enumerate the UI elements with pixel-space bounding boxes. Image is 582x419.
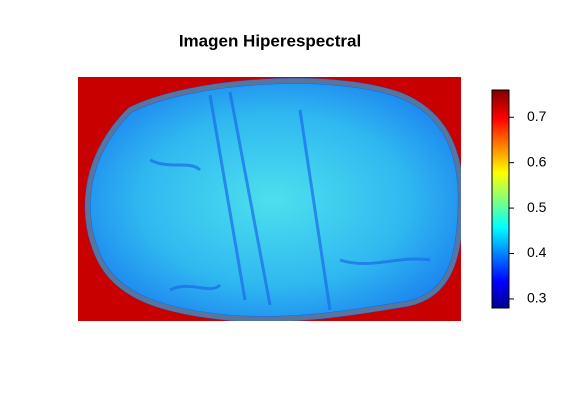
colorbar	[491, 89, 510, 309]
colorbar-tick-label: 0.7	[527, 108, 547, 124]
colorbar-tick-label: 0.5	[527, 199, 547, 215]
raster-image	[78, 77, 461, 321]
colorbar-tick-label: 0.3	[527, 290, 547, 306]
colorbar-tick-label: 0.6	[527, 153, 547, 169]
chart-title: Imagen Hiperespectral	[179, 31, 361, 50]
colorbar-tick-label: 0.4	[527, 244, 547, 260]
